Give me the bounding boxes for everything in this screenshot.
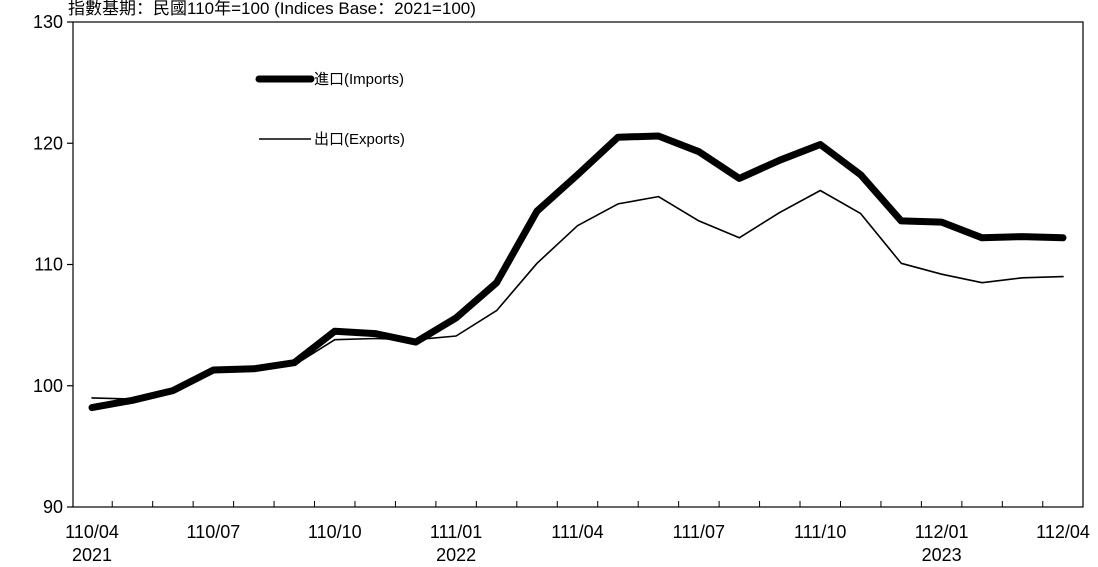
x-tick-label: 110/04 (65, 522, 119, 542)
y-tick-label: 100 (33, 376, 63, 396)
x-tick-label: 111/01 (430, 522, 482, 542)
legend-label: 出口(Exports) (314, 131, 405, 148)
x-year-label: 2022 (436, 545, 476, 565)
x-axis: 110/04 2021 110/07 110/10 111/01 2022 111/04 11… (65, 501, 1090, 565)
x-tick-label: 110/07 (187, 522, 241, 542)
x-tick-label: 110/10 (308, 522, 362, 542)
y-tick-label: 90 (43, 497, 63, 517)
legend: 進口(Imports) 出口(Exports) (255, 71, 405, 148)
y-tick-label: 130 (33, 12, 63, 32)
x-tick-label: 111/10 (794, 522, 846, 542)
chart-subtitle: 指數基期：民國110年=100 (Indices Base：2021=100) (68, 0, 476, 18)
series-line-imports (88, 132, 1067, 412)
y-tick-label: 120 (33, 133, 63, 153)
legend-label: 進口(Imports) (314, 71, 404, 88)
x-tick-label: 112/04 (1036, 522, 1090, 542)
plot-frame (72, 21, 1084, 508)
x-year-label: 2021 (72, 545, 112, 565)
x-tick-label: 112/01 (915, 522, 969, 542)
x-tick-label: 111/07 (673, 522, 725, 542)
x-year-label: 2023 (922, 545, 962, 565)
y-tick-label: 110 (34, 255, 63, 275)
y-axis: 90 100 110 120 130 (33, 12, 73, 517)
x-tick-label: 111/04 (551, 522, 603, 542)
series-layer (88, 132, 1067, 412)
